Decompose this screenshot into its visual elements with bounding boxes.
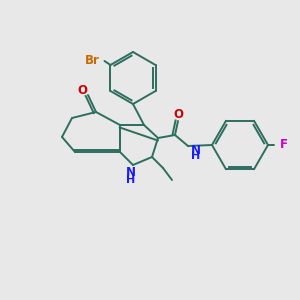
Text: F: F (280, 139, 288, 152)
Text: O: O (173, 107, 183, 121)
Text: Br: Br (85, 55, 100, 68)
Text: N: N (126, 167, 136, 179)
Text: H: H (126, 175, 136, 185)
Text: N: N (191, 143, 201, 157)
Text: H: H (191, 151, 201, 161)
Text: O: O (77, 85, 87, 98)
